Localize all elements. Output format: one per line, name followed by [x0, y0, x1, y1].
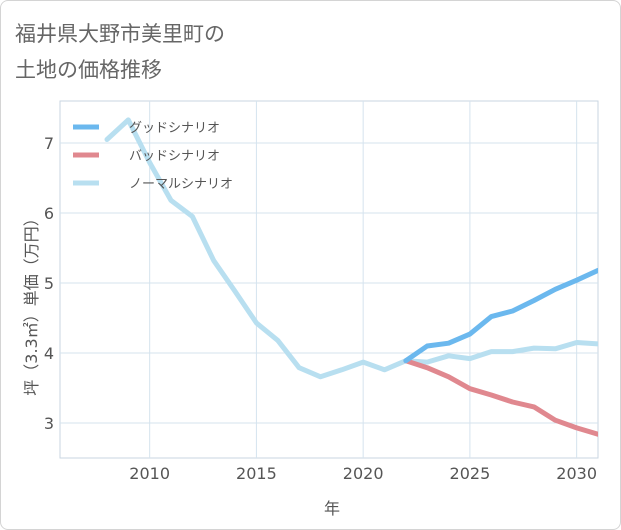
chart-title-line-2: 土地の価格推移 — [15, 58, 162, 82]
legend-label: ノーマルシナリオ — [129, 177, 233, 192]
x-tick-label: 2015 — [236, 464, 277, 483]
y-tick-label: 3 — [44, 414, 54, 433]
legend-label: バッドシナリオ — [129, 149, 220, 164]
y-tick-label: 4 — [44, 344, 54, 363]
x-tick-label: 2010 — [129, 464, 170, 483]
series-line — [403, 358, 598, 437]
y-tick-labels: 3 4 5 6 7 — [44, 134, 54, 433]
grid-lines — [59, 100, 599, 459]
x-axis-title: 年 — [324, 499, 340, 518]
series-lines — [104, 117, 598, 437]
x-tick-label: 2020 — [343, 464, 384, 483]
series-line — [104, 117, 598, 380]
x-tick-label: 2025 — [450, 464, 491, 483]
y-tick-label: 7 — [44, 134, 54, 153]
x-tick-label: 2030 — [556, 464, 597, 483]
legend-label: グッドシナリオ — [129, 121, 220, 136]
y-tick-label: 5 — [44, 274, 54, 293]
chart-title-line-1: 福井県大野市美里町の — [15, 22, 225, 46]
series-line — [403, 267, 598, 364]
y-axis-title: 坪（3.3㎡）単価（万円） — [22, 210, 41, 395]
x-tick-labels: 2010 2015 2020 2025 2030 — [129, 464, 597, 483]
y-tick-label: 6 — [44, 204, 54, 223]
plot-border — [59, 100, 599, 459]
